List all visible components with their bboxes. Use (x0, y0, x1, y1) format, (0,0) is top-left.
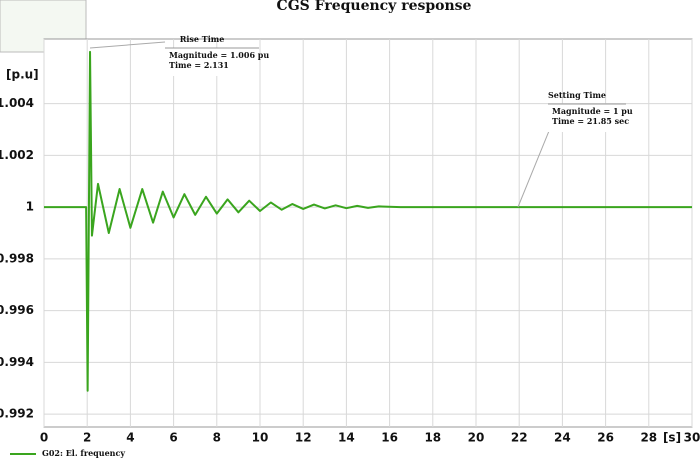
x-tick-label: 14 (338, 431, 355, 445)
y-tick-label: 0.996 (0, 303, 34, 317)
x-tick-label: 0 (40, 431, 48, 445)
annotation-title: Rise Time (180, 34, 225, 44)
y-axis-label: [p.u] (6, 68, 39, 82)
x-tick-label: 20 (468, 431, 485, 445)
legend-label: G02: El. frequency (42, 448, 125, 458)
x-tick-label: 2 (83, 431, 91, 445)
x-tick-label: 16 (381, 431, 398, 445)
x-tick-label: 26 (597, 431, 614, 445)
x-tick-label: 30 (684, 431, 700, 445)
y-tick-label: 1.004 (0, 96, 34, 110)
annotation-text: Magnitude = 1 pu (552, 106, 633, 116)
data-line (44, 50, 692, 392)
annotation-box (165, 48, 259, 76)
chart-title: CGS Frequency response (277, 0, 472, 14)
annotation-title: Setting Time (548, 90, 606, 100)
x-tick-label: 22 (511, 431, 528, 445)
x-tick-label: 24 (554, 431, 571, 445)
y-tick-label: 0.992 (0, 407, 34, 421)
annotation-box (548, 104, 626, 132)
y-tick-label: 1 (26, 200, 34, 214)
x-tick-label: 8 (213, 431, 221, 445)
annotation-text: Magnitude = 1.006 pu (169, 50, 269, 60)
y-tick-label: 0.994 (0, 355, 34, 369)
x-tick-label: 6 (169, 431, 177, 445)
x-tick-label: 4 (126, 431, 134, 445)
annotation-text: Time = 2.131 (169, 60, 229, 70)
annotation-text: Time = 21.85 sec (552, 116, 629, 126)
x-tick-label: 12 (295, 431, 312, 445)
x-tick-label: 18 (424, 431, 441, 445)
x-tick-label: 10 (252, 431, 269, 445)
x-tick-label: 28 (640, 431, 657, 445)
annotation-connector (89, 41, 166, 49)
x-axis-label: [s] (663, 431, 681, 445)
y-tick-label: 0.998 (0, 251, 34, 265)
y-tick-label: 1.002 (0, 148, 34, 162)
